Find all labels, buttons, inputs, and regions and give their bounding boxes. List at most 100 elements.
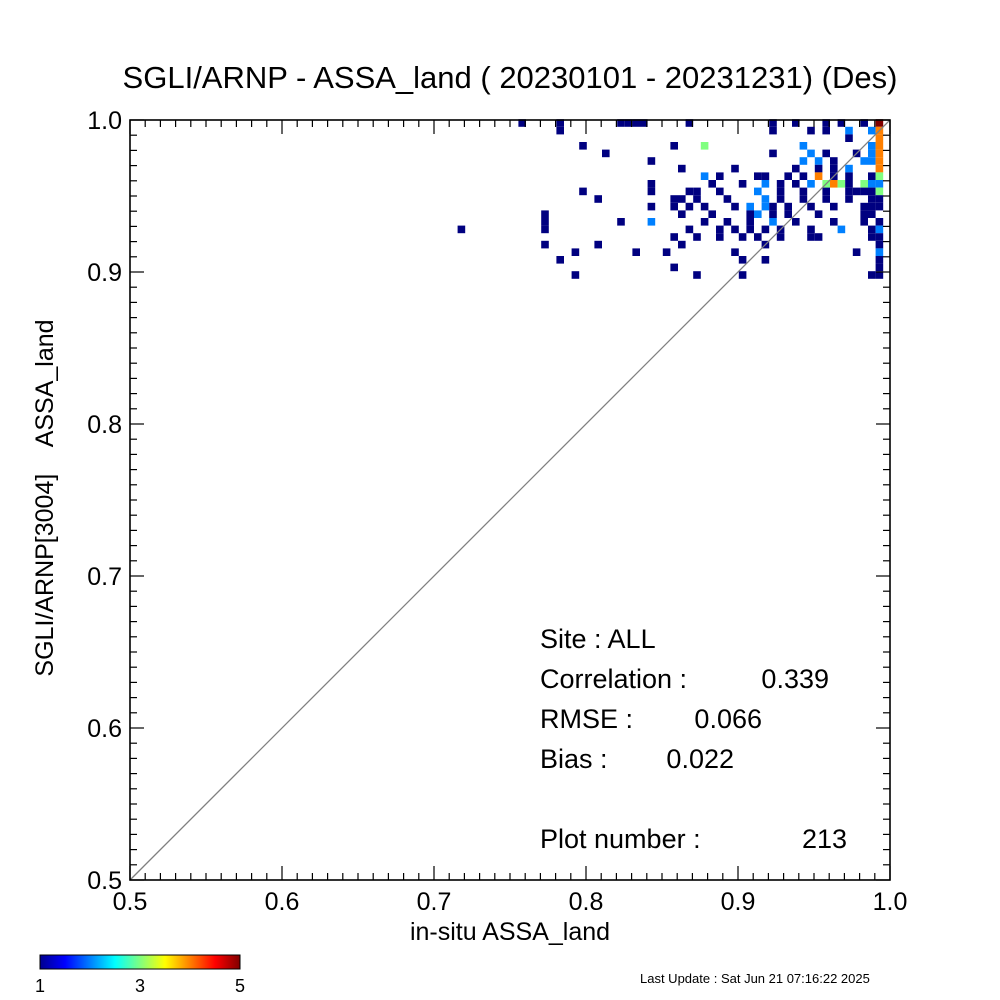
heatmap-cell — [845, 195, 853, 203]
heatmap-cell — [738, 256, 747, 264]
heatmap-cell — [647, 187, 656, 196]
heatmap-cell — [541, 210, 549, 218]
heatmap-cell — [792, 180, 800, 188]
heatmap-cell — [632, 248, 640, 256]
heatmap-cell — [822, 195, 830, 203]
heatmap-cell — [731, 248, 739, 256]
stat-bias-label: Bias : — [540, 744, 608, 774]
heatmap-cell — [875, 119, 884, 127]
stat-bias-value: 0.022 — [666, 744, 734, 774]
heatmap-cell — [769, 119, 777, 127]
heatmap-cell — [822, 187, 830, 196]
heatmap-cell — [602, 149, 610, 158]
heatmap-cell — [556, 119, 564, 127]
heatmap-cell — [875, 142, 884, 150]
heatmap-cell — [754, 210, 762, 218]
y-tick-label: 1.0 — [87, 107, 122, 135]
x-axis-label: in-situ ASSA_land — [410, 918, 610, 946]
y-tick-label: 0.7 — [87, 563, 122, 591]
heatmap-cell — [852, 248, 861, 256]
heatmap-cell — [693, 187, 701, 196]
x-tick-label: 1.0 — [873, 888, 908, 916]
heatmap-cell — [761, 195, 770, 203]
heatmap-cell — [761, 172, 770, 180]
heatmap-cell — [860, 119, 868, 127]
heatmap-cell — [700, 218, 709, 226]
heatmap-cell — [845, 180, 853, 188]
heatmap-cell — [647, 202, 656, 211]
heatmap-cell — [746, 218, 754, 226]
heatmap-cell — [556, 256, 564, 264]
heatmap-cell — [541, 225, 549, 234]
heatmap-cell — [754, 172, 762, 180]
heatmap-cell — [792, 164, 800, 173]
heatmap-cell — [571, 271, 580, 279]
y-tick-label: 0.6 — [87, 715, 122, 743]
heatmap-cell — [723, 195, 732, 203]
heatmap-cell — [776, 187, 785, 196]
heatmap-cell — [868, 271, 876, 279]
x-tick-label: 0.7 — [417, 888, 452, 916]
heatmap-cell — [769, 149, 777, 158]
heatmap-cell — [822, 119, 830, 127]
heatmap-cell — [784, 202, 792, 211]
heatmap-cell — [868, 126, 876, 135]
heatmap-cell — [875, 240, 884, 249]
heatmap-cells — [457, 119, 884, 279]
heatmap-cell — [746, 210, 754, 218]
heatmap-cell — [693, 195, 701, 203]
x-tick-label: 0.5 — [113, 888, 148, 916]
heatmap-cell — [670, 195, 678, 203]
heatmap-cell — [875, 225, 884, 234]
heatmap-cell — [807, 180, 815, 188]
heatmap-cell — [837, 119, 846, 127]
heatmap-cell — [761, 180, 770, 188]
heatmap-cell — [754, 233, 762, 241]
heatmap-cell — [685, 187, 694, 196]
heatmap-cell — [868, 187, 876, 196]
stat-site: Site : ALL — [540, 624, 656, 654]
heatmap-cell — [868, 180, 876, 188]
heatmap-cell — [860, 218, 868, 226]
heatmap-cell — [845, 126, 853, 135]
x-tick-label: 0.6 — [265, 888, 300, 916]
heatmap-cell — [693, 233, 701, 241]
heatmap-cell — [624, 119, 633, 127]
heatmap-cell — [769, 202, 777, 211]
heatmap-cell — [647, 157, 656, 165]
heatmap-cell — [678, 210, 686, 218]
stat-plot-number-label: Plot number : — [540, 824, 701, 854]
heatmap-cell — [594, 195, 602, 203]
heatmap-cell — [868, 202, 876, 211]
heatmap-cell — [670, 263, 678, 272]
heatmap-cell — [799, 187, 808, 196]
heatmap-cell — [830, 218, 838, 226]
heatmap-cell — [875, 263, 884, 272]
last-update-text: Last Update : Sat Jun 21 07:16:22 2025 — [640, 971, 870, 986]
heatmap-cell — [822, 126, 830, 135]
heatmap-cell — [761, 202, 770, 211]
heatmap-cell — [579, 187, 587, 196]
heatmap-cell — [837, 180, 846, 188]
y-tick-label: 0.9 — [87, 259, 122, 287]
heatmap-cell — [776, 180, 785, 188]
heatmap-cell — [860, 187, 868, 196]
heatmap-cell — [868, 225, 876, 234]
heatmap-cell — [860, 180, 868, 188]
stat-rmse-label: RMSE : — [540, 704, 633, 734]
stat-correlation-value: 0.339 — [761, 664, 829, 694]
heatmap-cell — [814, 172, 823, 180]
heatmap-cell — [860, 210, 868, 218]
heatmap-cell — [556, 126, 564, 135]
heatmap-cell — [807, 126, 815, 135]
heatmap-cell — [708, 210, 716, 218]
heatmap-cell — [731, 164, 739, 173]
heatmap-cell — [868, 210, 876, 218]
heatmap-cell — [868, 172, 876, 180]
x-tick-label: 0.8 — [569, 888, 604, 916]
x-tick-label: 0.9 — [721, 888, 756, 916]
heatmap-cell — [518, 119, 526, 127]
heatmap-cell — [837, 225, 846, 234]
heatmap-cell — [708, 180, 716, 188]
heatmap-cell — [807, 233, 815, 241]
